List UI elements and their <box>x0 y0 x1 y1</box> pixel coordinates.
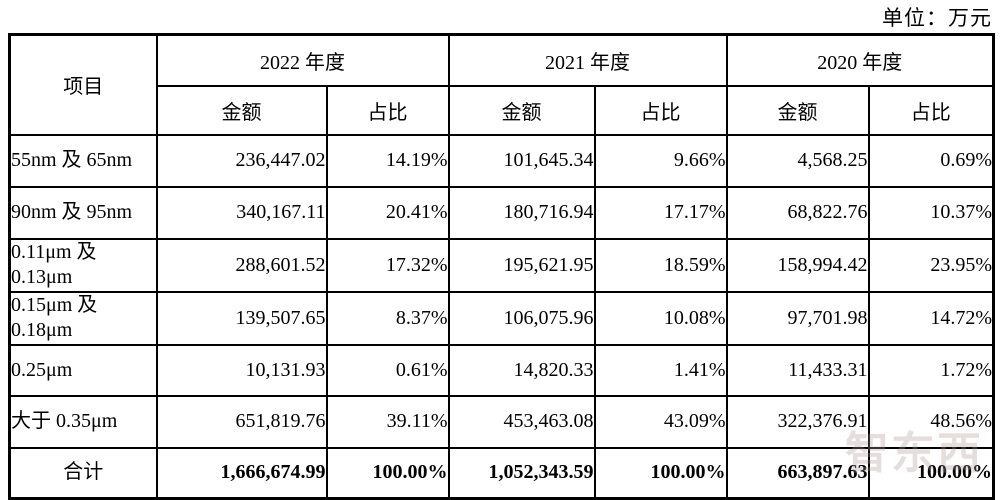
header-share-2022: 占比 <box>325 84 450 136</box>
share-2021: 9.66% <box>593 133 728 188</box>
header-amount-2022: 金额 <box>155 84 328 136</box>
share-2020: 0.69% <box>867 133 995 188</box>
table-header-subcolumns: 金额 占比 金额 占比 金额 占比 <box>10 84 995 136</box>
amount-2020: 158,994.42 <box>725 237 870 293</box>
amount-2022: 340,167.11 <box>155 185 328 240</box>
row-item-label: 大于 0.35μm <box>8 394 158 449</box>
total-amount-2020: 663,897.63 <box>725 446 870 500</box>
share-2021: 17.17% <box>593 185 728 240</box>
total-amount-2022: 1,666,674.99 <box>155 446 328 500</box>
unit-label: 单位：万元 <box>882 6 992 30</box>
share-2022: 20.41% <box>325 185 450 240</box>
amount-2020: 322,376.91 <box>725 394 870 449</box>
header-share-2020: 占比 <box>867 84 995 136</box>
row-item-label: 90nm 及 95nm <box>8 185 158 240</box>
amount-2022: 236,447.02 <box>155 133 328 188</box>
amount-2020: 11,433.31 <box>725 343 870 397</box>
header-year-2022: 2022 年度 <box>155 33 450 87</box>
table-header-years: 项目 2022 年度 2021 年度 2020 年度 <box>8 33 995 136</box>
table-row: 大于 0.35μm 651,819.76 39.11% 453,463.08 4… <box>8 394 995 449</box>
amount-2020: 4,568.25 <box>725 133 870 188</box>
amount-2021: 195,621.95 <box>447 237 596 293</box>
header-year-2020: 2020 年度 <box>725 33 995 87</box>
share-2020: 10.37% <box>867 185 995 240</box>
share-2022: 0.61% <box>325 343 450 397</box>
total-share-2020: 100.00% <box>867 446 995 500</box>
share-2021: 43.09% <box>593 394 728 449</box>
amount-2021: 101,645.34 <box>447 133 596 188</box>
amount-2020: 97,701.98 <box>725 290 870 346</box>
share-2022: 39.11% <box>325 394 450 449</box>
share-2021: 1.41% <box>593 343 728 397</box>
share-2020: 14.72% <box>867 290 995 346</box>
row-item-label: 0.11μm 及 0.13μm <box>8 237 158 293</box>
header-share-2021: 占比 <box>593 84 728 136</box>
share-2020: 23.95% <box>867 237 995 293</box>
total-share-2022: 100.00% <box>325 446 450 500</box>
share-2020: 48.56% <box>867 394 995 449</box>
process-node-revenue-table: 项目 2022 年度 2021 年度 2020 年度 金额 占比 金额 占比 金… <box>8 33 995 500</box>
table-row: 0.25μm 10,131.93 0.61% 14,820.33 1.41% 1… <box>8 343 995 397</box>
share-2022: 17.32% <box>325 237 450 293</box>
table-row: 55nm 及 65nm 236,447.02 14.19% 101,645.34… <box>8 133 995 188</box>
total-amount-2021: 1,052,343.59 <box>447 446 596 500</box>
amount-2020: 68,822.76 <box>725 185 870 240</box>
share-2021: 18.59% <box>593 237 728 293</box>
amount-2022: 288,601.52 <box>155 237 328 293</box>
total-share-2021: 100.00% <box>593 446 728 500</box>
share-2022: 14.19% <box>325 133 450 188</box>
row-item-label: 0.15μm 及 0.18μm <box>8 290 158 346</box>
amount-2021: 14,820.33 <box>447 343 596 397</box>
amount-2022: 139,507.65 <box>155 290 328 346</box>
share-2021: 10.08% <box>593 290 728 346</box>
table-row: 90nm 及 95nm 340,167.11 20.41% 180,716.94… <box>8 185 995 240</box>
header-item: 项目 <box>8 33 158 136</box>
share-2022: 8.37% <box>325 290 450 346</box>
share-2020: 1.72% <box>867 343 995 397</box>
amount-2021: 180,716.94 <box>447 185 596 240</box>
header-amount-2021: 金额 <box>447 84 596 136</box>
row-item-label: 0.25μm <box>8 343 158 397</box>
amount-2022: 651,819.76 <box>155 394 328 449</box>
table-row: 0.11μm 及 0.13μm 288,601.52 17.32% 195,62… <box>8 237 995 293</box>
table-total-row: 合计 1,666,674.99 100.00% 1,052,343.59 100… <box>8 446 995 500</box>
amount-2021: 453,463.08 <box>447 394 596 449</box>
total-label: 合计 <box>8 446 158 500</box>
header-year-2021: 2021 年度 <box>447 33 728 87</box>
amount-2022: 10,131.93 <box>155 343 328 397</box>
row-item-label: 55nm 及 65nm <box>8 133 158 188</box>
amount-2021: 106,075.96 <box>447 290 596 346</box>
header-amount-2020: 金额 <box>725 84 870 136</box>
table-row: 0.15μm 及 0.18μm 139,507.65 8.37% 106,075… <box>8 290 995 346</box>
